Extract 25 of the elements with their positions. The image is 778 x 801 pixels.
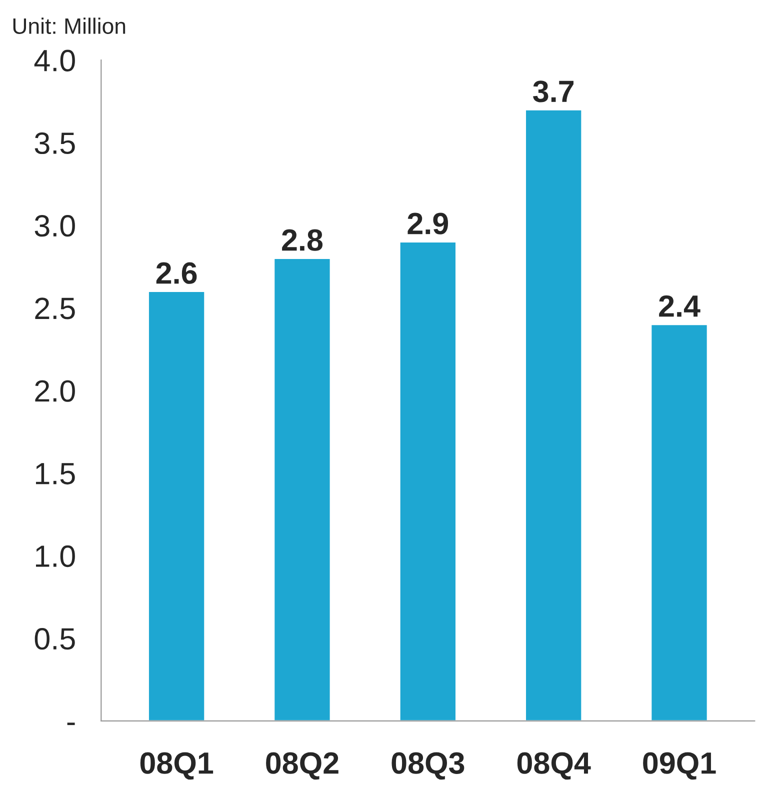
y-tick-label: 3.5 xyxy=(34,132,75,154)
y-tick-label: - xyxy=(67,722,75,726)
y-tick-label: 2.0 xyxy=(35,380,75,402)
y-tick-label: 2.5 xyxy=(35,298,75,320)
x-tick-label: 08Q2 xyxy=(266,752,338,780)
x-tick-label: 08Q3 xyxy=(392,752,464,780)
y-tick-label: 1.0 xyxy=(36,545,75,568)
x-tick-label: 08Q1 xyxy=(140,752,214,780)
bar xyxy=(148,290,206,721)
y-tick-label: 1.5 xyxy=(36,463,75,484)
x-tick-label: 09Q1 xyxy=(643,752,716,780)
y-tick-label: 4.0 xyxy=(34,50,75,72)
data-label: 2.6 xyxy=(156,262,197,284)
bar xyxy=(273,258,332,721)
y-tick-label: 0.5 xyxy=(34,628,75,650)
bar xyxy=(524,108,583,721)
text: Unit: Million xyxy=(13,18,126,34)
bar xyxy=(650,324,708,721)
y-tick-label: 3.0 xyxy=(34,215,75,237)
data-label: 2.8 xyxy=(282,229,323,251)
x-tick-label: 08Q4 xyxy=(517,752,591,780)
data-label: 2.4 xyxy=(659,295,700,317)
bar xyxy=(398,241,457,721)
data-label: 3.7 xyxy=(533,80,574,102)
data-label: 2.9 xyxy=(408,212,448,234)
